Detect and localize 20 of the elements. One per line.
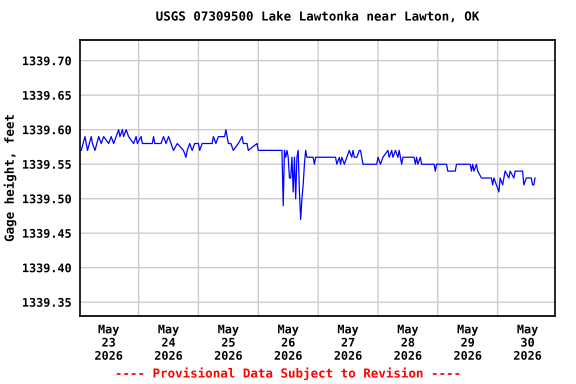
y-tick-label: 1339.55 bbox=[23, 160, 71, 169]
line-series bbox=[80, 129, 536, 220]
y-tick-label: 1339.70 bbox=[23, 56, 71, 66]
y-tick-label: 1339.45 bbox=[23, 228, 71, 238]
x-tick-label: May 29 2026 bbox=[454, 324, 482, 360]
y-tick-label: 1339.50 bbox=[23, 194, 71, 204]
y-tick-label: 1339.60 bbox=[23, 125, 71, 134]
y-tick-label: 1339.65 bbox=[23, 90, 71, 100]
x-tick-label: May 24 2026 bbox=[154, 324, 182, 360]
x-tick-label: May 27 2026 bbox=[334, 324, 362, 360]
x-tick-label: May 26 2026 bbox=[274, 324, 302, 360]
y-axis-title: Gage height, feet bbox=[4, 115, 16, 242]
y-tick-label: 1339.35 bbox=[23, 298, 71, 307]
chart-title: USGS 07309500 Lake Lawtonka near Lawton, OK bbox=[156, 11, 480, 22]
x-tick-label: May 28 2026 bbox=[394, 324, 422, 360]
x-tick-label: May 30 2026 bbox=[514, 324, 542, 360]
y-tick-label: 1339.40 bbox=[23, 263, 71, 272]
x-tick-label: May 23 2026 bbox=[95, 324, 122, 360]
x-tick-label: May 25 2026 bbox=[214, 324, 242, 360]
text: ---- Provisional Data Subject to Revision ---- bbox=[116, 367, 460, 380]
